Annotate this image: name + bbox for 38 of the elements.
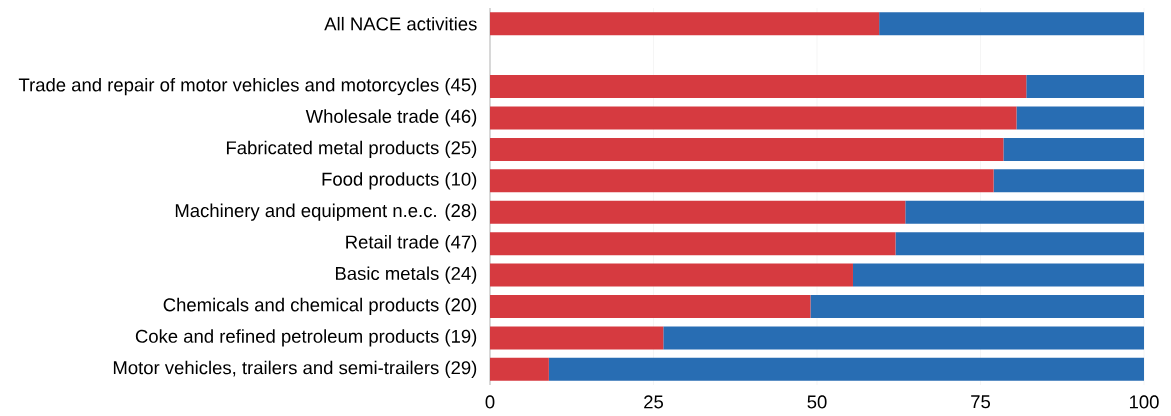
y-tick-label: Motor vehicles, trailers and semi-trailers (29)	[113, 360, 477, 378]
bar	[993, 169, 1145, 193]
x-tick-label: 50	[807, 395, 827, 409]
x-tick-label: 75	[971, 395, 991, 409]
bar	[895, 232, 1145, 256]
bar	[490, 137, 1004, 161]
bar	[490, 232, 896, 256]
bar	[810, 294, 1145, 318]
x-tick-label: 0	[485, 395, 495, 409]
bar	[490, 263, 853, 287]
y-tick-label: Basic metals (24)	[335, 266, 477, 284]
y-tick-label: Trade and repair of motor vehicles and motorcycles (45)	[18, 77, 477, 96]
bar	[1003, 137, 1145, 161]
bar	[490, 326, 664, 350]
y-tick-label: Chemicals and chemical products (20)	[163, 297, 477, 316]
x-tick-label: 100	[1129, 395, 1159, 409]
bar	[490, 200, 906, 224]
bar	[1026, 75, 1145, 99]
bar	[490, 169, 994, 193]
y-tick-label: All NACE activities	[324, 16, 477, 31]
bar	[905, 200, 1145, 224]
bar	[490, 106, 1017, 130]
y-tick-label: Fabricated metal products (25)	[226, 140, 477, 158]
bar	[490, 357, 549, 381]
bar	[879, 12, 1145, 36]
y-tick-label: Machinery and equipment n.e.c. (28)	[175, 203, 477, 221]
y-tick-label: Retail trade (47)	[346, 235, 477, 253]
bar	[548, 357, 1145, 381]
bar	[490, 294, 811, 318]
bar	[490, 12, 880, 36]
x-tick-label: 25	[644, 395, 664, 409]
bar	[490, 75, 1027, 99]
y-tick-label: Food products (10)	[322, 172, 477, 190]
bar	[852, 263, 1145, 287]
y-tick-label: Wholesale trade (46)	[305, 109, 477, 127]
bar	[663, 326, 1145, 350]
y-tick-label: Coke and refined petroleum products (19)	[135, 329, 477, 347]
bar	[1016, 106, 1145, 130]
